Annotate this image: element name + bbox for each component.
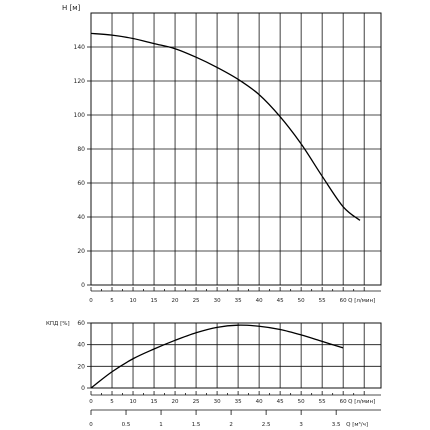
x-tick-label: 50 <box>298 298 305 304</box>
y-tick-label: 140 <box>74 44 86 51</box>
x-tick-label: 35 <box>235 298 242 304</box>
x-tick-label: 60 <box>340 298 347 304</box>
efficiency-chart: 0 20 40 60 КПД [%] 0 5 10 15 20 25 30 35 40 45 50 55 60… <box>46 320 382 405</box>
head-curve <box>90 32 361 221</box>
head-y-axis-label: H [м] <box>62 4 81 12</box>
y-tick-label: 0 <box>81 282 85 289</box>
head-y-ticks: 0 20 40 60 80 100 120 140 <box>74 44 91 289</box>
head-x-axis-label: Q [л/мин] <box>348 298 375 304</box>
y-tick-label: 0 <box>81 385 85 392</box>
x-tick-label: 10 <box>130 298 137 304</box>
x-tick-label: 10 <box>130 399 137 405</box>
y-tick-label: 60 <box>77 180 85 187</box>
efficiency-x-axis: 0 5 10 15 20 25 30 35 40 45 50 55 60 <box>89 391 381 405</box>
y-tick-label: 60 <box>77 320 85 327</box>
m3h-tick-label: 2 <box>229 422 233 428</box>
m3h-tick-label: 3 <box>299 422 303 428</box>
x-tick-label: 5 <box>110 399 114 405</box>
x-tick-label: 15 <box>151 298 158 304</box>
x-tick-label: 40 <box>256 298 263 304</box>
x-tick-label: 25 <box>193 298 200 304</box>
x-tick-label: 55 <box>319 298 326 304</box>
x-tick-label: 5 <box>110 298 114 304</box>
m3h-tick-label: 3.5 <box>332 422 341 428</box>
y-tick-label: 40 <box>77 214 85 221</box>
y-tick-label: 100 <box>74 112 86 119</box>
x-tick-label: 35 <box>235 399 242 405</box>
x-tick-label: 50 <box>298 399 305 405</box>
x-tick-label: 55 <box>319 399 326 405</box>
efficiency-y-axis-label: КПД [%] <box>46 321 70 327</box>
head-grid <box>90 12 381 286</box>
x-tick-label: 0 <box>89 399 93 405</box>
m3h-tick-label: 0.5 <box>122 422 131 428</box>
m3h-tick-label: 0 <box>89 422 93 428</box>
y-tick-label: 120 <box>74 78 86 85</box>
x-tick-label: 15 <box>151 399 158 405</box>
efficiency-y-ticks: 0 20 40 60 <box>77 320 91 392</box>
head-x-axis: 0 5 10 15 20 25 30 35 40 45 50 55 60 <box>89 287 381 304</box>
y-tick-label: 40 <box>77 342 85 349</box>
x-tick-label: 30 <box>214 298 221 304</box>
efficiency-frame <box>90 322 382 389</box>
flow-m3h-axis-label: Q [м³/ч] <box>346 421 368 428</box>
m3h-tick-label: 1 <box>159 422 163 428</box>
y-tick-label: 20 <box>77 248 85 255</box>
x-tick-label: 60 <box>340 399 347 405</box>
m3h-tick-label: 2.5 <box>262 422 271 428</box>
efficiency-curve <box>90 324 344 389</box>
x-tick-label: 40 <box>256 399 263 405</box>
efficiency-x-axis-label: Q [л/мин] <box>348 399 375 405</box>
y-tick-label: 20 <box>77 363 85 370</box>
head-chart: 0 20 40 60 80 100 120 140 H [м] 0 5 10 15 20 25 30 35 4… <box>62 4 382 304</box>
x-tick-label: 20 <box>172 298 179 304</box>
x-tick-label: 25 <box>193 399 200 405</box>
m3h-tick-label: 1.5 <box>192 422 201 428</box>
x-tick-label: 45 <box>277 399 284 405</box>
y-tick-label: 80 <box>77 146 85 153</box>
flow-m3h-axis: 0 0.5 1 1.5 2 2.5 3 3.5 <box>89 409 381 428</box>
x-tick-label: 30 <box>214 399 221 405</box>
x-tick-label: 45 <box>277 298 284 304</box>
x-tick-label: 0 <box>89 298 93 304</box>
efficiency-grid <box>90 322 381 389</box>
x-tick-label: 20 <box>172 399 179 405</box>
